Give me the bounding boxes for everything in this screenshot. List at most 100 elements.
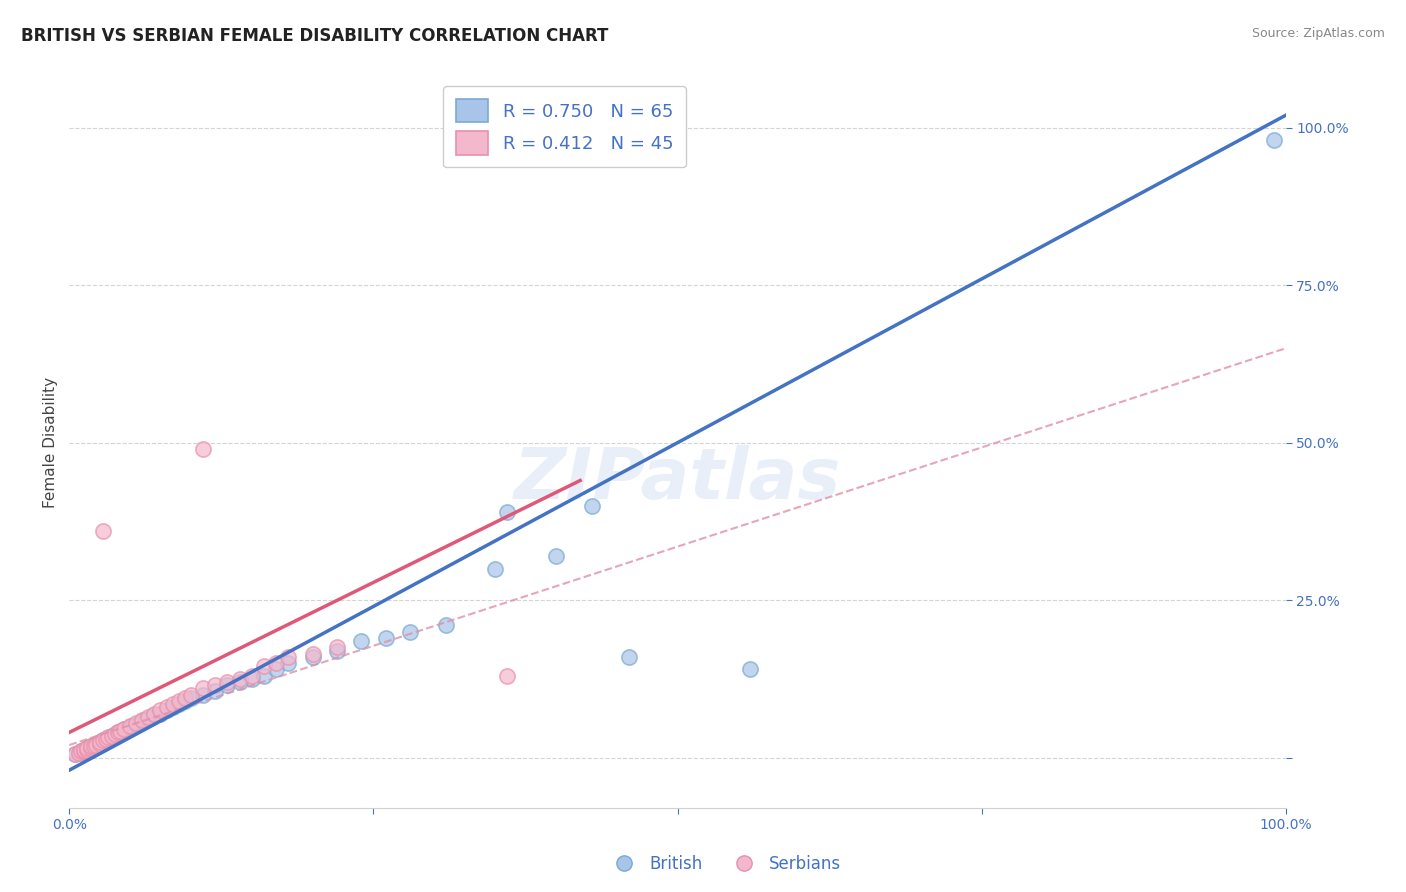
Point (76, 743, 98, 757)
Point (167, 697, 190, 711)
Point (326, 640, 349, 655)
Point (149, 706, 172, 721)
Point (149, 703, 172, 717)
Point (97, 731, 120, 746)
Point (73, 744, 96, 758)
Point (94, 731, 117, 746)
Point (67, 746, 90, 760)
Point (94, 731, 117, 746)
Legend: R = 0.750   N = 65, R = 0.412   N = 45: R = 0.750 N = 65, R = 0.412 N = 45 (443, 87, 686, 167)
Point (110, 724, 132, 739)
Point (107, 725, 129, 739)
Point (107, 726, 129, 740)
Point (162, 697, 184, 711)
Point (117, 723, 139, 737)
Point (89, 737, 111, 751)
Point (110, 725, 132, 739)
Point (101, 729, 124, 743)
Point (264, 662, 287, 676)
Point (167, 694, 190, 708)
Point (131, 714, 153, 728)
Point (434, 618, 457, 632)
Point (191, 688, 214, 702)
Point (484, 562, 506, 576)
Point (155, 700, 177, 714)
Point (143, 707, 166, 722)
Point (76, 741, 98, 756)
Point (76, 743, 98, 757)
Point (253, 659, 276, 673)
Point (326, 643, 349, 657)
Point (83, 739, 105, 754)
Point (84, 738, 107, 752)
Point (91, 524, 114, 538)
Point (350, 634, 373, 648)
Point (301, 649, 323, 664)
Point (89, 737, 111, 751)
Point (70, 744, 93, 758)
Point (125, 718, 148, 732)
Point (128, 715, 150, 730)
Point (204, 678, 226, 692)
Point (134, 713, 156, 727)
Point (91, 733, 114, 747)
Point (83, 738, 105, 752)
Point (173, 694, 195, 708)
Point (76, 741, 98, 756)
Point (496, 669, 519, 683)
Point (65, 747, 87, 762)
Point (141, 709, 163, 723)
Point (180, 690, 202, 705)
Point (80, 739, 103, 754)
Point (143, 706, 166, 721)
Point (104, 726, 127, 740)
Point (136, 709, 159, 723)
Point (544, 549, 567, 563)
Point (121, 719, 143, 733)
Point (155, 703, 177, 717)
Point (84, 737, 107, 751)
Point (125, 715, 148, 730)
Point (217, 678, 239, 692)
Point (136, 712, 159, 726)
Text: BRITISH VS SERBIAN FEMALE DISABILITY CORRELATION CHART: BRITISH VS SERBIAN FEMALE DISABILITY COR… (21, 27, 609, 45)
Point (1263, 133, 1285, 147)
Point (97, 731, 120, 745)
Point (204, 684, 226, 698)
Point (399, 624, 422, 639)
Point (80, 739, 103, 754)
Point (277, 656, 299, 670)
Point (617, 649, 640, 664)
Point (740, 662, 762, 676)
Point (253, 669, 276, 683)
Point (91, 735, 114, 749)
Point (73, 743, 96, 757)
Text: Source: ZipAtlas.com: Source: ZipAtlas.com (1251, 27, 1385, 40)
Point (67, 746, 90, 760)
Point (228, 675, 250, 690)
Point (70, 744, 93, 758)
Point (191, 681, 214, 696)
Point (228, 672, 250, 686)
Text: ZIPatlas: ZIPatlas (513, 445, 841, 514)
Point (120, 719, 142, 733)
Point (84, 738, 107, 752)
Point (217, 675, 239, 690)
Point (101, 729, 124, 743)
Point (73, 744, 96, 758)
Point (264, 656, 287, 670)
Point (131, 713, 153, 727)
Point (374, 631, 396, 645)
Point (120, 720, 142, 734)
Point (162, 700, 184, 714)
Point (101, 731, 124, 745)
Point (240, 672, 263, 686)
Point (104, 729, 127, 743)
Point (191, 442, 214, 456)
Point (80, 741, 103, 756)
Point (496, 505, 519, 519)
Point (89, 735, 111, 749)
Point (180, 688, 202, 702)
Point (91, 733, 114, 747)
Point (277, 649, 299, 664)
